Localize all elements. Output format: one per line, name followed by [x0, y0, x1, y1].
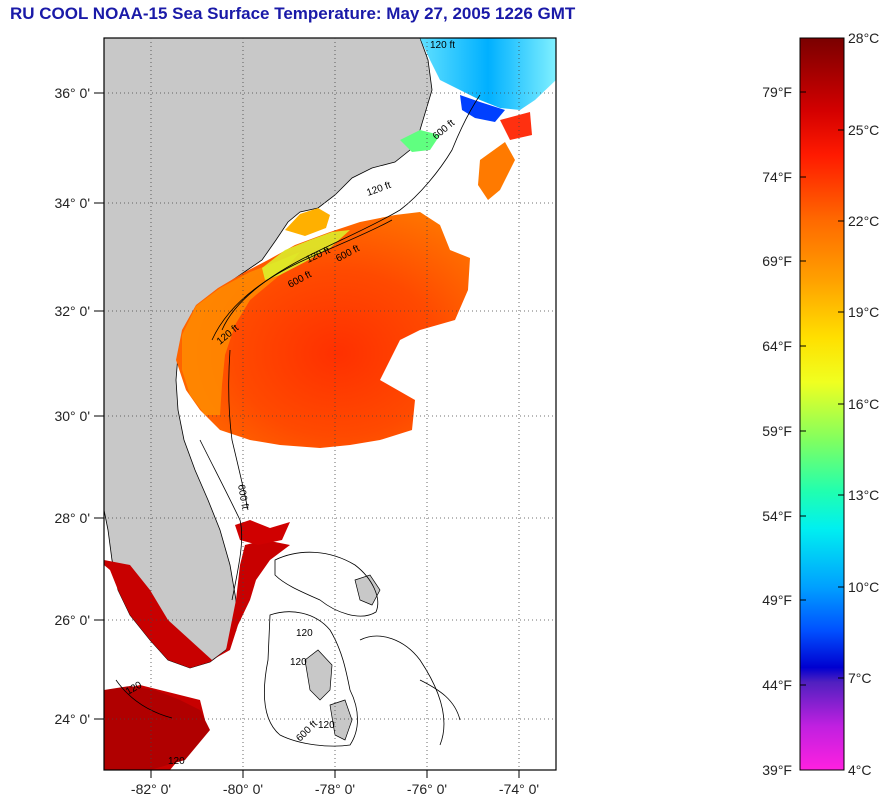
colorbar-c-label: 19°C [848, 304, 879, 320]
contour-label: 600 ft [235, 484, 250, 511]
sst-red-patch-2 [235, 520, 290, 545]
colorbar-f-label: 44°F [762, 677, 792, 693]
colorbar-f-label: 74°F [762, 169, 792, 185]
contour-label: 120 [296, 628, 313, 639]
lat-label-32: 32° 0' [54, 303, 90, 319]
graticule [104, 38, 556, 770]
lon-label-82: -82° 0' [131, 781, 171, 797]
colorbar-c-label: 16°C [848, 396, 879, 412]
colorbar-f-label: 39°F [762, 762, 792, 778]
lon-label-76: -76° 0' [407, 781, 447, 797]
lat-label-28: 28° 0' [54, 510, 90, 526]
land-bahamas-andros [304, 649, 333, 701]
lat-label-24: 24° 0' [54, 711, 90, 727]
sst-shelf-band [182, 252, 300, 415]
land-bahamas-abaco [354, 574, 381, 606]
lon-label-74: -74° 0' [499, 781, 539, 797]
sst-offshore-patch [478, 142, 515, 200]
contour-label: 120 [318, 720, 335, 731]
lat-label-36: 36° 0' [54, 85, 90, 101]
colorbar [799, 37, 845, 771]
sst-florida-bay [104, 686, 210, 770]
colorbar-f-label: 69°F [762, 253, 792, 269]
colorbar-c-label: 25°C [848, 122, 879, 138]
map-frame [103, 37, 557, 771]
lon-label-78: -78° 0' [315, 781, 355, 797]
lon-label-80: -80° 0' [223, 781, 263, 797]
colorbar-f-label: 79°F [762, 84, 792, 100]
contour-label: 120 [168, 756, 185, 767]
colorbar-f-label: 49°F [762, 592, 792, 608]
lat-label-30: 30° 0' [54, 408, 90, 424]
map-ticks [94, 92, 520, 778]
colorbar-c-label: 7°C [848, 670, 872, 686]
lat-label-26: 26° 0' [54, 612, 90, 628]
contour-label: 120 [290, 657, 307, 668]
land-bahamas-south [329, 699, 353, 741]
sst-cool-water [420, 38, 556, 110]
bathymetry-contours [115, 94, 481, 747]
colorbar-c-label: 4°C [848, 762, 872, 778]
contour-label: 120 ft [430, 40, 455, 51]
sst-nearshore-strip [262, 230, 350, 280]
map-title: RU COOL NOAA-15 Sea Surface Temperature:… [10, 4, 576, 23]
sst-green-patch [400, 130, 440, 152]
sst-cold-patch [460, 95, 505, 122]
sst-red-patch [500, 112, 532, 140]
colorbar-c-label: 10°C [848, 579, 879, 595]
lat-label-34: 34° 0' [54, 195, 90, 211]
colorbar-c-label: 22°C [848, 213, 879, 229]
colorbar-f-label: 59°F [762, 423, 792, 439]
colorbar-f-label: 64°F [762, 338, 792, 354]
colorbar-ticks [800, 37, 844, 686]
colorbar-c-label: 28°C [848, 30, 879, 46]
colorbar-f-label: 54°F [762, 508, 792, 524]
sst-cape-patch [285, 208, 330, 236]
land-gulf-coast [104, 460, 122, 505]
sst-warm-core [176, 212, 470, 448]
colorbar-c-label: 13°C [848, 487, 879, 503]
